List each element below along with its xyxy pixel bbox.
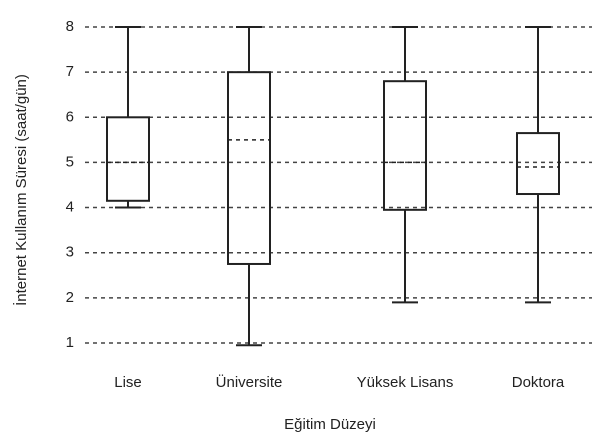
y-tick-label: 8 xyxy=(66,18,74,35)
y-tick-label: 4 xyxy=(66,199,74,216)
y-tick-label: 5 xyxy=(66,153,74,170)
x-tick-label: Lise xyxy=(114,374,142,391)
box xyxy=(227,71,271,265)
x-tick-label: Yüksek Lisans xyxy=(357,374,454,391)
box xyxy=(383,80,427,211)
x-axis-label: Eğitim Düzeyi xyxy=(284,416,376,433)
x-tick-label: Üniversite xyxy=(216,373,283,391)
box xyxy=(106,116,150,202)
y-tick-label: 7 xyxy=(66,63,74,80)
y-axis-label: İnternet Kullanım Süresi (saat/gün) xyxy=(12,74,30,306)
y-tick-label: 1 xyxy=(66,334,74,351)
y-tick-label: 6 xyxy=(66,108,74,125)
y-tick-label: 2 xyxy=(66,289,74,306)
x-tick-label: Doktora xyxy=(512,374,565,391)
box xyxy=(516,132,560,196)
y-tick-label: 3 xyxy=(66,244,74,261)
